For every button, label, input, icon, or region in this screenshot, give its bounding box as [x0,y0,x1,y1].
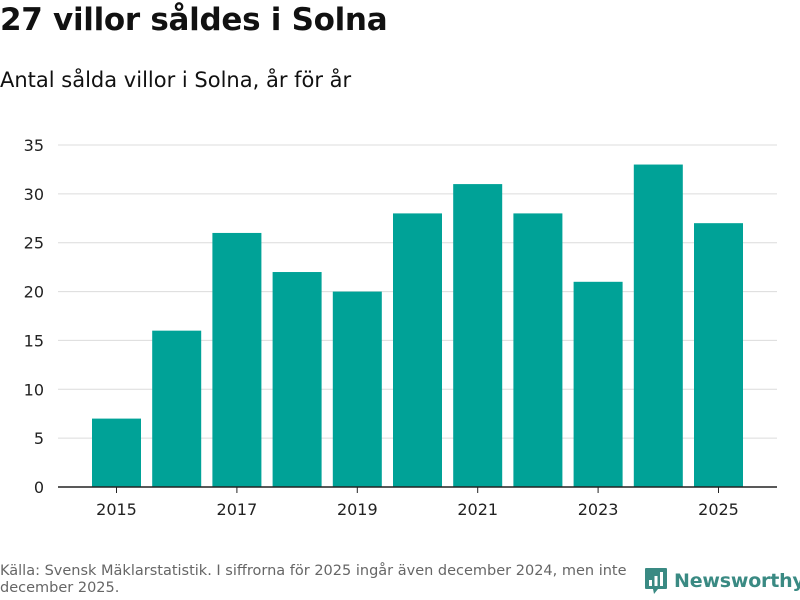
brand-logo[interactable]: Newsworthy [644,567,800,595]
y-axis: 0 5 10 15 20 25 30 35 [24,136,44,497]
x-tick-label: 2021 [457,500,498,519]
x-tick-label: 2023 [578,500,619,519]
bar-2023 [573,281,623,487]
bar-2020 [393,213,442,487]
chart-subtitle: Antal sålda villor i Solna, år för år [0,68,352,92]
x-tick-label: 2017 [217,500,258,519]
y-tick-label: 15 [24,331,44,350]
bar-chart-pin-icon [645,568,667,594]
bar-2021 [453,184,503,487]
y-tick-label: 25 [24,234,44,253]
y-tick-label: 20 [24,283,44,302]
bar-2015 [92,418,141,487]
y-tick-label: 35 [24,136,44,155]
y-tick-label: 0 [34,478,44,497]
chart-title: 27 villor såldes i Solna [0,2,388,38]
source-note: Källa: Svensk Mäklarstatistik. I siffror… [0,563,627,596]
y-tick-label: 10 [24,380,44,399]
bar-2019 [332,291,382,487]
bar-2024 [633,164,683,488]
bar-2016 [152,330,202,487]
x-tick-label: 2025 [698,500,739,519]
bars [92,164,743,488]
x-tick-label: 2015 [96,500,137,519]
x-axis: 2015 2017 2019 2021 2023 2025 [96,487,739,519]
y-tick-label: 30 [24,185,44,204]
bar-2018 [272,272,322,487]
bar-2017 [212,232,262,487]
brand-name: Newsworthy [674,570,800,592]
bar-2022 [513,213,563,487]
x-tick-label: 2019 [337,500,378,519]
bar-2025 [694,223,743,487]
y-tick-label: 5 [34,429,44,448]
